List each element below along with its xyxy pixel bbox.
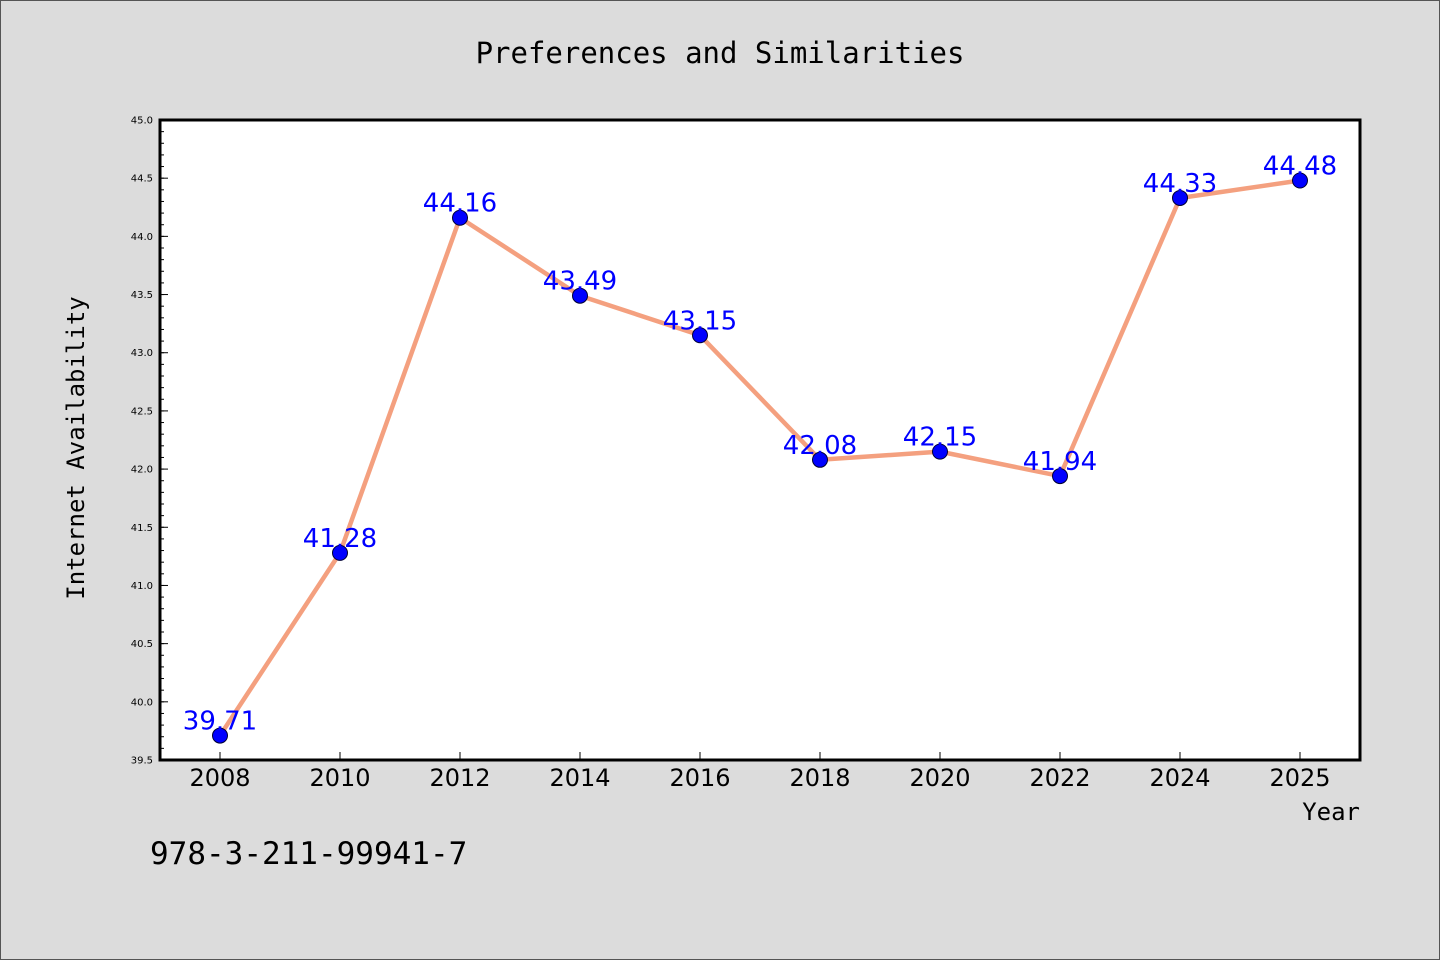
data-label: 39.71 xyxy=(183,707,257,737)
data-label: 44.33 xyxy=(1143,169,1217,199)
data-label: 43.15 xyxy=(663,306,737,336)
series-line xyxy=(218,178,1301,737)
data-point xyxy=(812,451,828,468)
data-point xyxy=(1172,189,1188,206)
y-tick-label: 43.0 xyxy=(131,348,153,359)
y-tick-label: 41.5 xyxy=(131,523,153,534)
data-label: 41.94 xyxy=(1023,447,1097,477)
x-tick-label: 2022 xyxy=(1029,764,1090,792)
data-point xyxy=(332,544,348,561)
x-tick-label: 2014 xyxy=(549,764,610,792)
y-axis-label: Internet Availability xyxy=(62,296,90,599)
y-tick-label: 39.5 xyxy=(131,756,153,767)
x-tick-label: 2012 xyxy=(429,764,490,792)
y-tick-label: 40.5 xyxy=(131,639,153,650)
y-tick-label: 45.0 xyxy=(131,116,153,127)
y-tick-label: 43.5 xyxy=(131,290,153,301)
x-tick-label: 2024 xyxy=(1149,764,1210,792)
y-tick-label: 42.5 xyxy=(131,406,153,417)
data-label: 44.48 xyxy=(1263,152,1337,182)
data-point xyxy=(572,287,588,304)
data-point xyxy=(1052,468,1068,485)
y-tick-label: 44.0 xyxy=(131,232,153,243)
x-tick-label: 2008 xyxy=(189,764,250,792)
data-point xyxy=(452,209,468,226)
data-labels: 39.71 41.28 44.16 43.49 43.15 42.08 42.15 41.94… xyxy=(183,152,1337,737)
x-tick-label: 2018 xyxy=(789,764,850,792)
data-points xyxy=(212,172,1308,744)
data-label: 42.08 xyxy=(783,431,857,461)
x-axis: 2008 2010 2012 2014 2016 2018 2020 2022 2024 2025 xyxy=(189,752,1331,792)
data-label: 42.15 xyxy=(903,423,977,453)
data-point xyxy=(932,443,948,460)
data-label: 43.49 xyxy=(543,267,617,297)
x-tick-label: 2010 xyxy=(309,764,370,792)
data-label: 41.28 xyxy=(303,524,377,554)
x-tick-label: 2016 xyxy=(669,764,730,792)
data-label: 44.16 xyxy=(423,189,497,219)
plot-area xyxy=(160,120,1360,760)
chart-title: Preferences and Similarities xyxy=(476,36,965,70)
y-tick-label: 42.0 xyxy=(131,465,153,476)
y-tick-label: 41.0 xyxy=(131,581,153,592)
x-axis-label: Year xyxy=(1302,798,1360,826)
x-tick-label: 2025 xyxy=(1269,764,1330,792)
data-point xyxy=(212,727,228,744)
data-point xyxy=(1292,172,1308,189)
y-tick-label: 44.5 xyxy=(131,174,153,185)
isbn-annotation: 978-3-211-99941-7 xyxy=(150,836,467,872)
y-tick-label: 40.0 xyxy=(131,697,153,708)
x-tick-label: 2020 xyxy=(909,764,970,792)
plot-border xyxy=(158,118,1362,762)
data-point xyxy=(692,327,708,344)
